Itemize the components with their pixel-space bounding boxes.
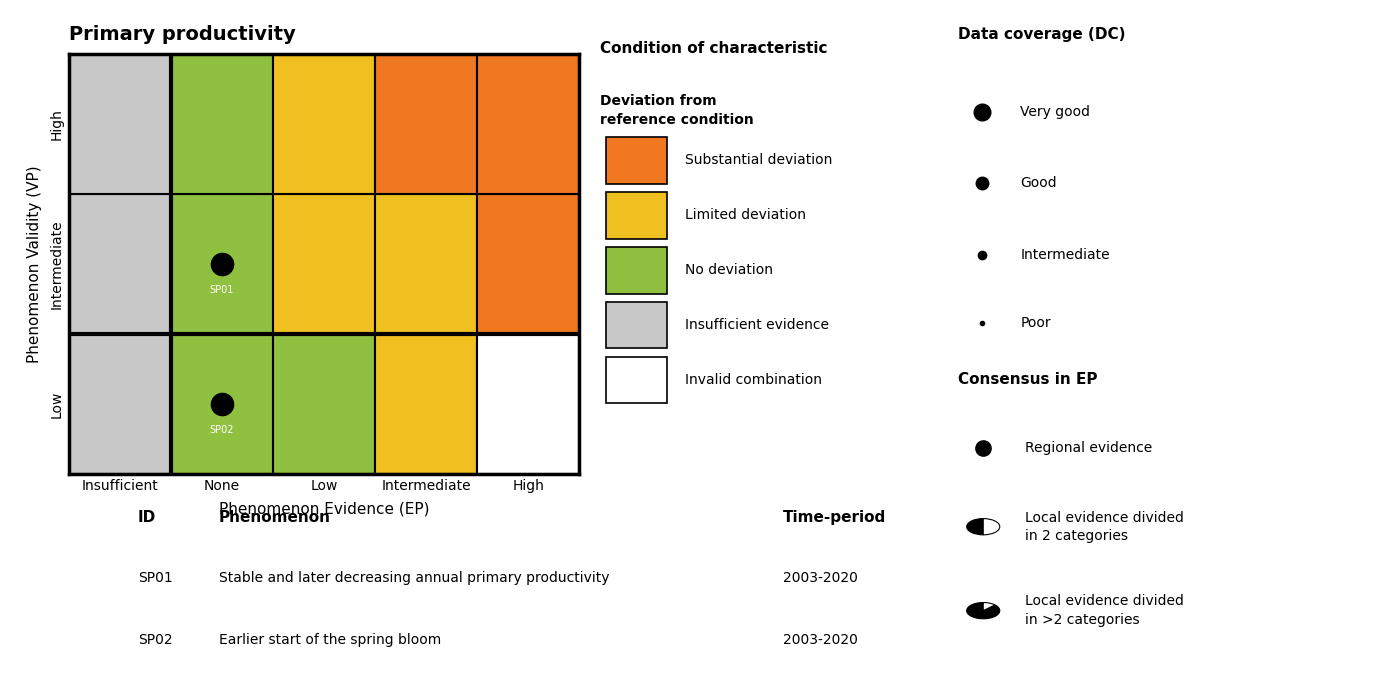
Bar: [69, 194, 171, 334]
Text: No deviation: No deviation: [685, 263, 772, 277]
Bar: [171, 334, 273, 474]
Text: Poor: Poor: [1020, 315, 1051, 330]
Text: Regional evidence: Regional evidence: [1025, 441, 1151, 455]
Text: Limited deviation: Limited deviation: [685, 208, 805, 222]
Text: Phenomenon: Phenomenon: [218, 510, 331, 525]
Text: Data coverage (DC): Data coverage (DC): [958, 27, 1125, 42]
Text: Local evidence divided
in 2 categories: Local evidence divided in 2 categories: [1025, 510, 1183, 543]
Text: Very good: Very good: [1020, 104, 1091, 118]
Bar: [477, 194, 579, 334]
Text: Intermediate: Intermediate: [1020, 248, 1110, 261]
Text: Local evidence divided
in >2 categories: Local evidence divided in >2 categories: [1025, 594, 1183, 627]
Bar: [171, 54, 273, 194]
Text: Substantial deviation: Substantial deviation: [685, 153, 832, 167]
Bar: [273, 334, 375, 474]
Bar: [477, 334, 579, 474]
Bar: [69, 334, 171, 474]
Bar: [605, 137, 666, 183]
Text: Condition of characteristic: Condition of characteristic: [600, 41, 827, 56]
Text: 2003-2020: 2003-2020: [783, 571, 858, 586]
Text: SP01: SP01: [138, 571, 172, 586]
Bar: [171, 194, 273, 334]
Text: Earlier start of the spring bloom: Earlier start of the spring bloom: [218, 633, 441, 647]
Text: SP02: SP02: [210, 425, 234, 435]
Text: Invalid combination: Invalid combination: [685, 373, 822, 387]
Bar: [605, 301, 666, 349]
Bar: [375, 194, 477, 334]
Bar: [273, 54, 375, 194]
Bar: [375, 54, 477, 194]
Text: Primary productivity: Primary productivity: [69, 25, 295, 44]
Text: Deviation from
reference condition: Deviation from reference condition: [600, 94, 753, 127]
Text: SP02: SP02: [138, 633, 172, 647]
Text: Stable and later decreasing annual primary productivity: Stable and later decreasing annual prima…: [218, 571, 610, 586]
Bar: [605, 357, 666, 403]
Bar: [375, 334, 477, 474]
Bar: [273, 194, 375, 334]
Text: 2003-2020: 2003-2020: [783, 633, 858, 647]
Text: Consensus in EP: Consensus in EP: [958, 372, 1098, 387]
Bar: [605, 246, 666, 294]
Bar: [477, 54, 579, 194]
Text: SP01: SP01: [210, 285, 234, 295]
Bar: [605, 192, 666, 238]
Text: Time-period: Time-period: [783, 510, 887, 525]
Y-axis label: Phenomenon Validity (VP): Phenomenon Validity (VP): [26, 165, 41, 363]
Text: Insufficient evidence: Insufficient evidence: [685, 318, 829, 332]
Text: Good: Good: [1020, 176, 1056, 190]
Text: ID: ID: [138, 510, 156, 525]
Bar: [69, 54, 171, 194]
X-axis label: Phenomenon Evidence (EP): Phenomenon Evidence (EP): [219, 501, 429, 516]
